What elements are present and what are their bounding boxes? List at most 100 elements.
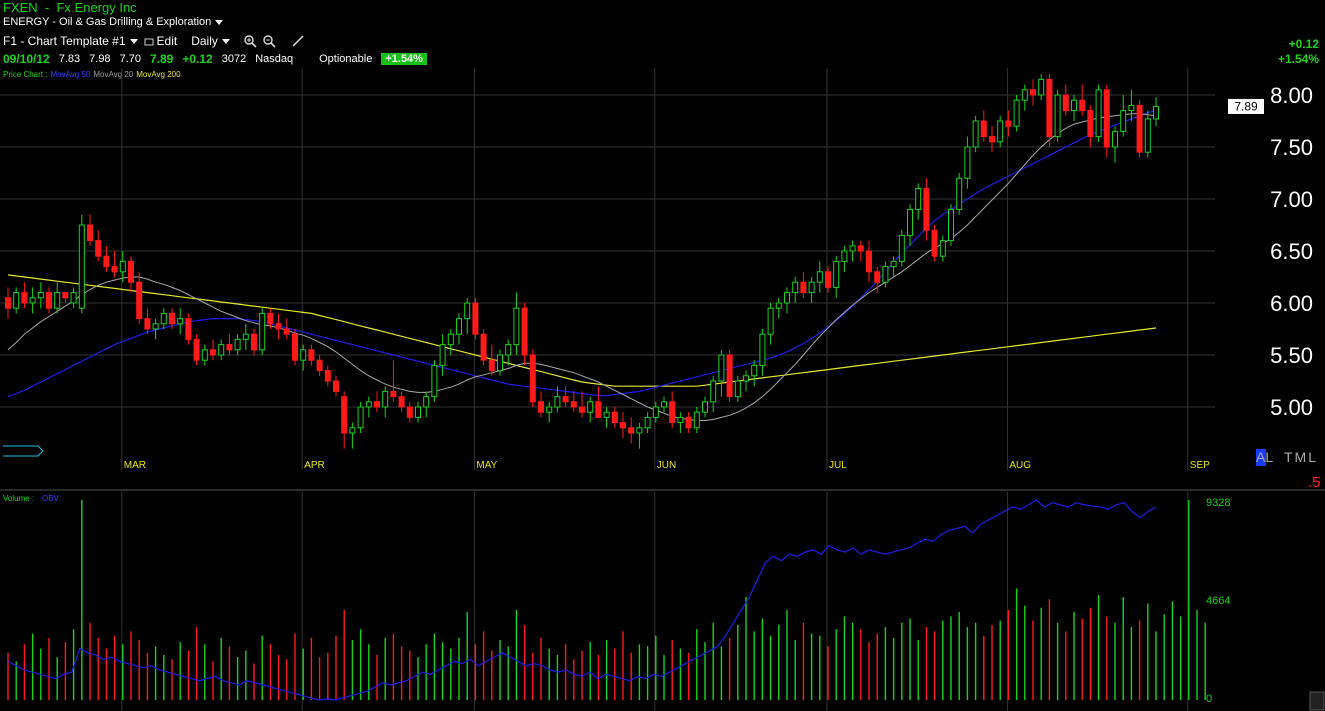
- candle-body: [1038, 78, 1045, 96]
- change-value: +0.12: [1288, 37, 1319, 51]
- candle-body: [636, 427, 643, 434]
- legend-ma20: MovAvg 20: [93, 70, 134, 79]
- last-price-tag: 7.89: [1228, 98, 1264, 114]
- candle-body: [710, 380, 717, 403]
- candle-body: [54, 292, 61, 309]
- ma50-line: [7, 110, 1157, 398]
- candle-body: [857, 245, 864, 252]
- candle-body: [119, 260, 126, 273]
- sector-selector[interactable]: ENERGY - Oil & Gas Drilling & Exploratio…: [3, 16, 224, 28]
- candle-body: [447, 333, 454, 346]
- company-name: Fx Energy Inc: [56, 0, 137, 15]
- candle-body: [1112, 130, 1118, 148]
- candle-body: [439, 344, 446, 366]
- obv-line: [7, 499, 1157, 701]
- candle-body: [939, 240, 946, 257]
- candle-body: [242, 333, 249, 340]
- candle-body: [628, 427, 635, 434]
- quote-volume: 3072: [221, 53, 247, 65]
- candle-body: [472, 302, 479, 335]
- candle-body: [1128, 104, 1135, 112]
- candle-body: [570, 401, 577, 408]
- candle-body: [849, 245, 856, 252]
- alert-al[interactable]: AL: [1256, 449, 1273, 465]
- candle-body: [29, 297, 36, 304]
- candle-body: [816, 271, 823, 283]
- candle-body: [185, 318, 192, 340]
- candle-body: [1005, 120, 1012, 127]
- candle-body: [931, 229, 938, 257]
- obv-polyline: [7, 499, 1157, 701]
- candle-body: [1062, 94, 1069, 112]
- candle-body: [505, 344, 512, 356]
- candle-body: [825, 271, 831, 288]
- candle-body: [669, 401, 676, 424]
- candle-body: [46, 292, 52, 309]
- moving-averages: [7, 110, 1157, 421]
- candle-body: [341, 396, 348, 434]
- candle-body: [267, 312, 274, 325]
- candle-body: [464, 302, 471, 320]
- candle-body: [62, 292, 69, 299]
- quote-low: 7.70: [119, 53, 141, 65]
- time-axis: MAR APR MAY JUN JUL AUG SEP: [124, 460, 1210, 471]
- volume-axis: 9328 4664 0: [1206, 497, 1230, 705]
- candle-body: [890, 260, 897, 268]
- candle-body: [13, 292, 20, 309]
- candle-body: [497, 354, 503, 372]
- candle-body: [103, 255, 110, 268]
- candle-body: [1030, 89, 1036, 96]
- title-bar: FXEN - Fx Energy Inc: [3, 0, 137, 15]
- period-selector[interactable]: Daily: [191, 34, 230, 48]
- zoom-in-button[interactable]: [244, 34, 257, 48]
- zoom-out-button[interactable]: [263, 34, 276, 48]
- quote-line: 09/10/12 7.83 7.98 7.70 7.89 +0.12 3072 …: [3, 52, 436, 66]
- candle-body: [874, 271, 881, 283]
- template-selector[interactable]: F1 - Chart Template #1: [3, 34, 138, 48]
- candle-body: [406, 406, 413, 418]
- quote-exchange: Nasdaq: [255, 53, 294, 65]
- candle-body: [95, 240, 102, 257]
- price-tick-label: 7.50: [1270, 135, 1313, 160]
- candle-body: [488, 359, 495, 372]
- scrollbar[interactable]: [1309, 691, 1325, 711]
- candle-body: [1021, 89, 1028, 101]
- period-label: Daily: [191, 34, 218, 48]
- edit-button[interactable]: Edit: [144, 34, 177, 48]
- ticker-symbol: FXEN: [3, 0, 38, 15]
- month-label: AUG: [1009, 460, 1031, 471]
- volume-tick-label: 0: [1206, 693, 1212, 705]
- title-separator: -: [41, 0, 53, 15]
- candle-body: [898, 234, 905, 262]
- ma20-line: [7, 113, 1157, 421]
- candle-body: [1079, 99, 1086, 112]
- obv-legend: OBV: [42, 494, 60, 503]
- candle-body: [218, 344, 225, 356]
- candle-body: [1136, 104, 1143, 153]
- volume-legend: Volume :: [3, 494, 34, 503]
- chevron-down-icon: [129, 38, 138, 44]
- price-tick-label: 7.00: [1270, 187, 1313, 212]
- candle-body: [677, 416, 684, 424]
- draw-line-button[interactable]: [292, 35, 304, 47]
- candle-body: [972, 120, 979, 148]
- candle-body: [907, 208, 913, 236]
- chevron-down-icon: [215, 20, 224, 25]
- candle-body: [915, 188, 922, 210]
- candle-body: [111, 266, 118, 273]
- alert-tml[interactable]: TML: [1284, 449, 1318, 465]
- candle-body: [423, 396, 430, 408]
- scroll-left-icon[interactable]: [3, 445, 44, 457]
- candle-body: [292, 333, 298, 361]
- candle-body: [833, 260, 840, 288]
- candle-body: [1144, 118, 1151, 153]
- pen-icon: [292, 35, 304, 47]
- candle-body: [759, 333, 766, 366]
- candle-body: [751, 364, 758, 377]
- candle-body: [595, 401, 602, 418]
- candle-body: [87, 224, 93, 242]
- candle-body: [210, 349, 216, 356]
- candle-body: [579, 406, 585, 413]
- candles: [5, 74, 1159, 449]
